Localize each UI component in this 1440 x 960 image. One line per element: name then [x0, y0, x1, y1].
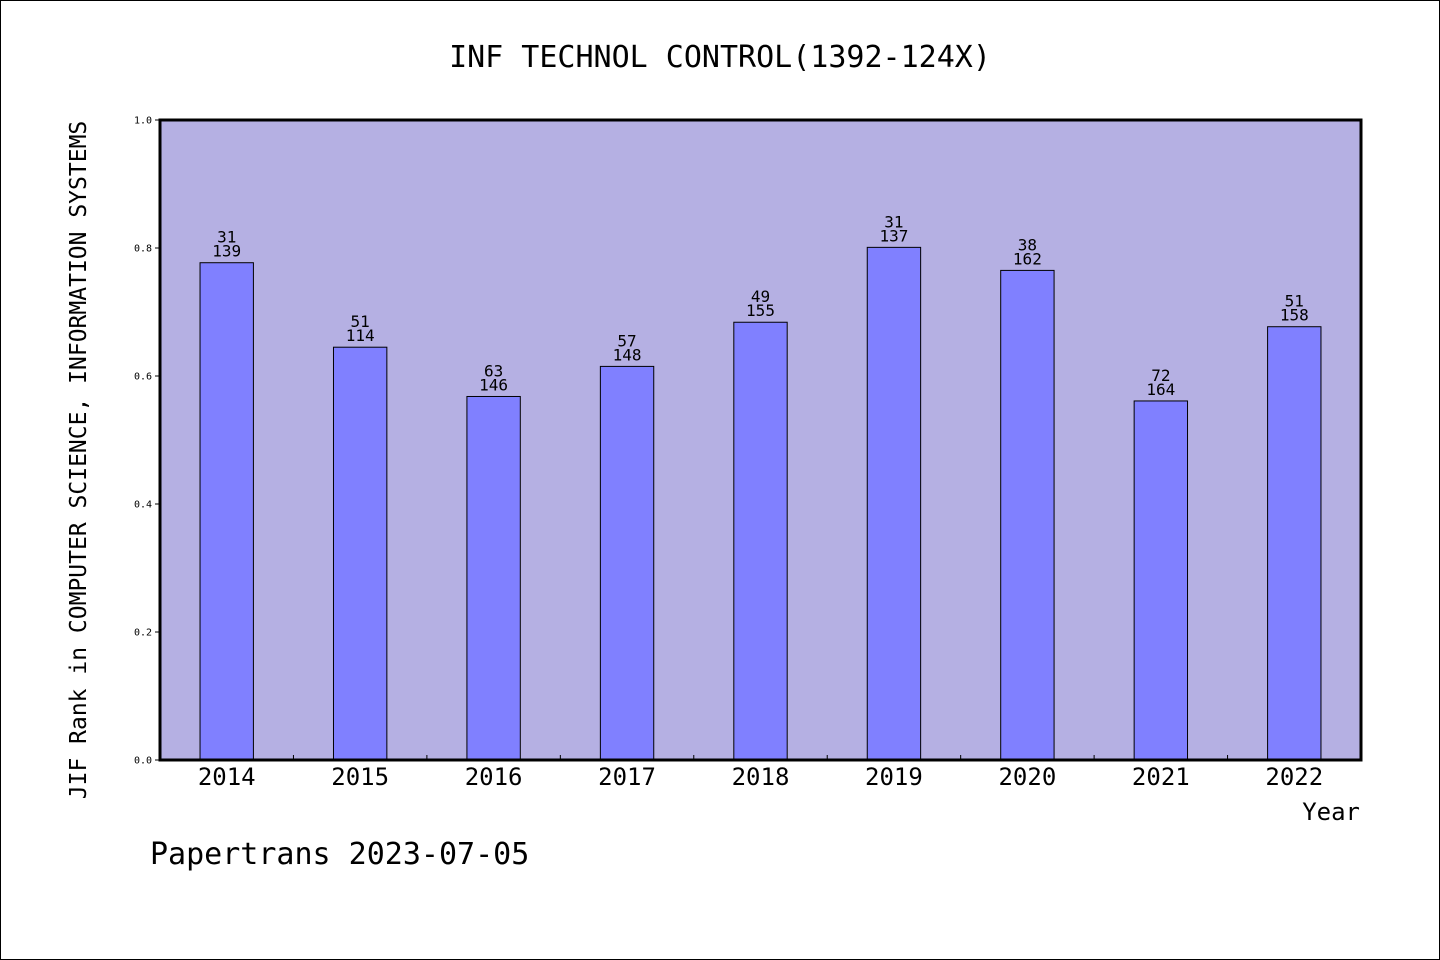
- data-label-bottom-2022: 158: [1280, 306, 1309, 325]
- footer-text: Papertrans 2023-07-05: [150, 837, 529, 872]
- bar-2021: [1133, 400, 1189, 761]
- x-tick-label-2021: 2021: [1132, 763, 1190, 791]
- bar-2018: [733, 321, 788, 761]
- x-tick-label-2014: 2014: [198, 763, 256, 791]
- data-label-top-2018: 49: [751, 287, 770, 306]
- bar-2020: [1000, 269, 1055, 761]
- x-axis-label: Year: [1302, 798, 1360, 826]
- bar-2014: [199, 262, 254, 761]
- data-label-bottom-2020: 162: [1013, 249, 1042, 268]
- x-tick-label-2020: 2020: [998, 763, 1056, 791]
- data-label-top-2016: 63: [484, 361, 503, 380]
- y-tick-label-0.6: 0.6: [134, 372, 152, 383]
- data-label-bottom-2018: 155: [746, 301, 775, 320]
- y-tick-label-0.8: 0.8: [134, 244, 152, 255]
- bar-2022: [1267, 326, 1322, 761]
- data-label-bottom-2014: 139: [212, 242, 241, 261]
- x-tick-label-2018: 2018: [732, 763, 790, 791]
- data-label-top-2015: 51: [351, 312, 370, 331]
- x-tick-label-2016: 2016: [465, 763, 523, 791]
- chart-title: INF TECHNOL CONTROL(1392-124X): [449, 40, 991, 75]
- data-label-top-2021: 72: [1151, 366, 1170, 385]
- x-tick-label-2022: 2022: [1265, 763, 1323, 791]
- y-tick-label-0.4: 0.4: [134, 500, 152, 511]
- data-label-top-2019: 31: [884, 212, 903, 231]
- data-label-bottom-2017: 148: [613, 345, 642, 364]
- data-label-bottom-2019: 137: [879, 226, 908, 245]
- bar-2017: [599, 365, 655, 761]
- y-axis-label: JIF Rank in COMPUTER SCIENCE, INFORMATIO…: [66, 121, 92, 800]
- data-label-bottom-2021: 164: [1146, 380, 1175, 399]
- plot-border: [158, 118, 1363, 762]
- data-label-bottom-2015: 114: [346, 326, 375, 345]
- y-tick-label-0.0: 0.0: [134, 756, 152, 767]
- y-tick-label-1.0: 1.0: [134, 116, 152, 127]
- data-label-bottom-2016: 146: [479, 375, 508, 394]
- bar-2016: [466, 395, 521, 761]
- y-tick-label-0.2: 0.2: [134, 628, 152, 639]
- x-tick-label-2019: 2019: [865, 763, 923, 791]
- y-axis-ticks: 0.0 0.2 0.4 0.6 0.8 1.0: [134, 116, 160, 767]
- x-tick-label-2015: 2015: [331, 763, 389, 791]
- bar-2019: [866, 246, 922, 761]
- bar-2015: [332, 346, 388, 761]
- x-axis-ticks: 2014 2015 2016 2017 2018 2019 2020 2021 2022: [198, 755, 1323, 791]
- data-label-top-2022: 51: [1285, 292, 1304, 311]
- x-tick-label-2017: 2017: [598, 763, 656, 791]
- data-label-top-2014: 31: [217, 228, 236, 247]
- data-label-top-2020: 38: [1018, 235, 1037, 254]
- data-label-top-2017: 57: [617, 331, 636, 350]
